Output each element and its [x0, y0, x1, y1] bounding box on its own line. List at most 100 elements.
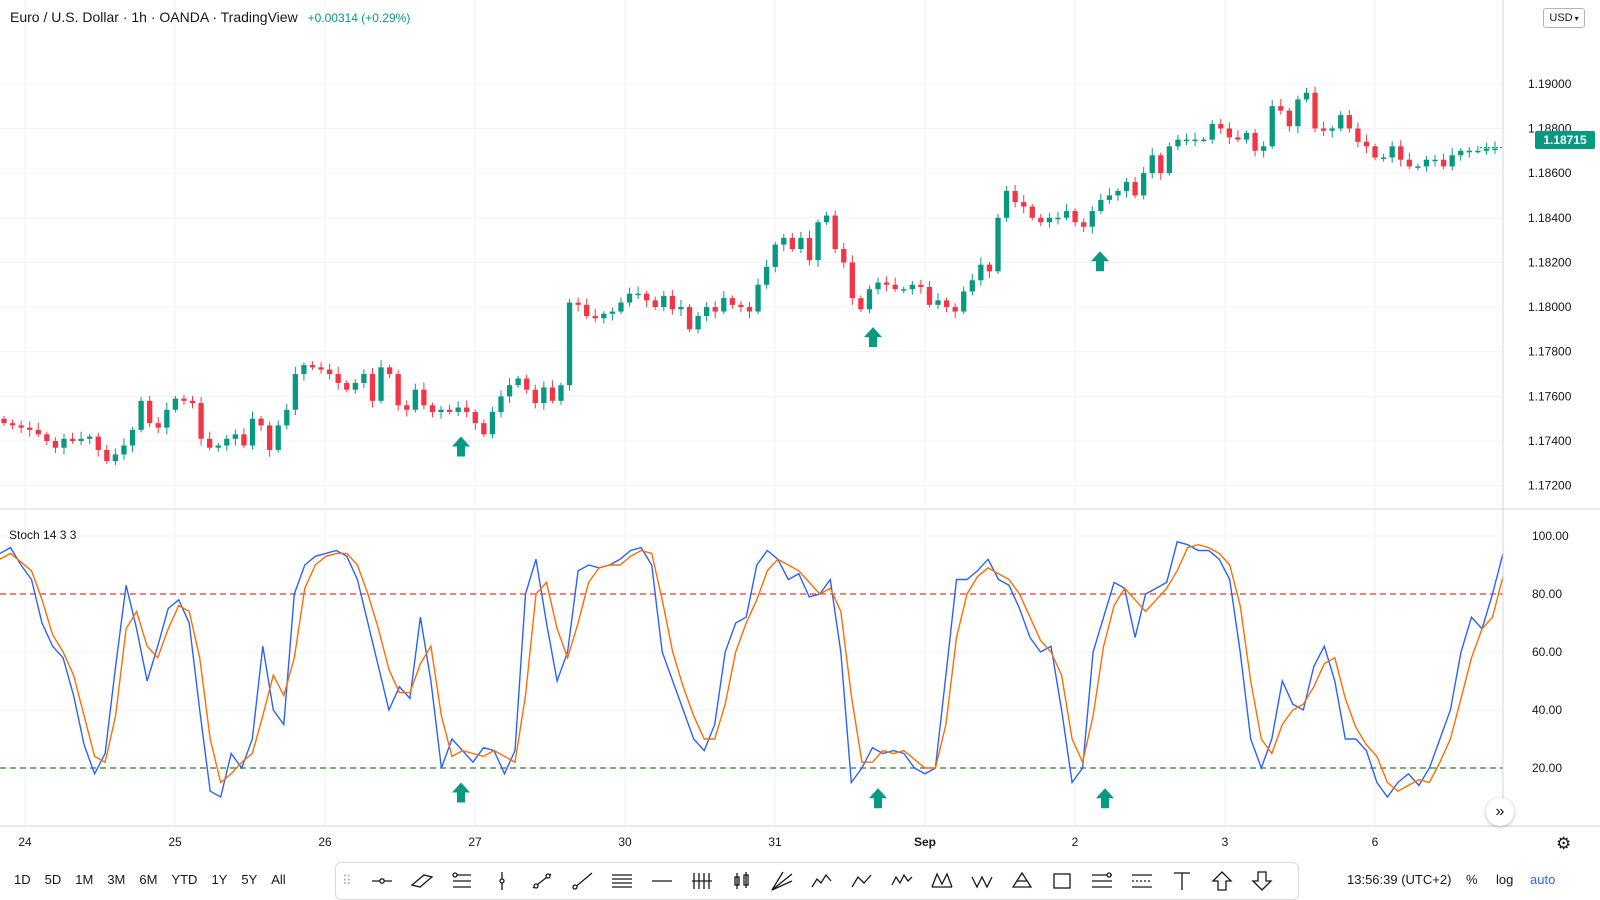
candle-body[interactable] — [1329, 128, 1335, 131]
candle-body[interactable] — [1183, 139, 1190, 142]
candle-body[interactable] — [1012, 190, 1018, 203]
range-6m-button[interactable]: 6M — [139, 872, 158, 887]
candle-body[interactable] — [524, 378, 530, 390]
candle-body[interactable] — [575, 302, 581, 305]
candle-body[interactable] — [1372, 146, 1378, 158]
candle-body[interactable] — [566, 302, 573, 386]
candle-body[interactable] — [129, 429, 136, 446]
candle-body[interactable] — [472, 412, 478, 424]
candle-body[interactable] — [87, 436, 93, 439]
candle-body[interactable] — [489, 412, 496, 435]
candle-body[interactable] — [781, 237, 787, 245]
candle-body[interactable] — [892, 284, 898, 290]
candle-body[interactable] — [1338, 115, 1344, 129]
long-candles-tool-button[interactable] — [722, 866, 762, 896]
scroll-to-realtime-button[interactable]: » — [1486, 798, 1514, 826]
candle-body[interactable] — [1209, 124, 1215, 140]
candle-body[interactable] — [1200, 139, 1207, 142]
candle-body[interactable] — [1286, 110, 1293, 127]
candle-body[interactable] — [61, 438, 67, 448]
candle-body[interactable] — [738, 304, 744, 308]
candle-body[interactable] — [481, 423, 487, 435]
candle-body[interactable] — [1003, 190, 1010, 218]
candle-body[interactable] — [1141, 173, 1147, 196]
candle-body[interactable] — [626, 293, 633, 303]
candle-body[interactable] — [755, 284, 761, 312]
candle-body[interactable] — [1029, 206, 1035, 218]
candle-body[interactable] — [1243, 132, 1250, 140]
candle-body[interactable] — [1115, 190, 1121, 196]
candle-body[interactable] — [618, 302, 624, 312]
candle-body[interactable] — [412, 389, 418, 410]
range-all-button[interactable]: All — [271, 872, 286, 887]
gear-icon[interactable]: ⚙ — [1556, 834, 1572, 853]
candle-body[interactable] — [815, 222, 821, 261]
candle-body[interactable] — [995, 217, 1001, 272]
candle-body[interactable] — [532, 389, 538, 404]
candle-body[interactable] — [429, 405, 436, 412]
candle-body[interactable] — [1483, 148, 1490, 151]
candle-body[interactable] — [1218, 124, 1224, 129]
candle-body[interactable] — [138, 400, 144, 430]
candle-body[interactable] — [609, 311, 616, 314]
candle-body[interactable] — [1303, 92, 1310, 100]
candle-body[interactable] — [224, 438, 230, 446]
candle-body[interactable] — [841, 249, 847, 263]
candle-body[interactable] — [1312, 92, 1318, 129]
candle-body[interactable] — [644, 293, 650, 301]
wxy-pattern-tool-button[interactable] — [962, 866, 1002, 896]
candle-body[interactable] — [361, 374, 367, 383]
candle-body[interactable] — [455, 407, 461, 412]
candle-body[interactable] — [1406, 159, 1412, 167]
candle-body[interactable] — [189, 400, 196, 404]
candle-body[interactable] — [1389, 146, 1395, 158]
candle-body[interactable] — [823, 215, 830, 223]
candle-body[interactable] — [763, 266, 770, 285]
candle-body[interactable] — [901, 289, 907, 291]
candle-body[interactable] — [1038, 217, 1044, 223]
candle-body[interactable] — [772, 244, 778, 267]
candle-body[interactable] — [1492, 148, 1498, 151]
candle-body[interactable] — [558, 385, 564, 401]
candle-body[interactable] — [549, 387, 556, 401]
candle-body[interactable] — [1235, 137, 1241, 140]
candle-body[interactable] — [858, 298, 864, 310]
candle-body[interactable] — [215, 445, 221, 448]
fib-extension-tool-button[interactable] — [1122, 866, 1162, 896]
candle-body[interactable] — [584, 304, 590, 316]
candle-body[interactable] — [1423, 159, 1430, 167]
stoch-series-line-0[interactable] — [0, 540, 1504, 799]
candle-body[interactable] — [1021, 202, 1027, 207]
range-ytd-button[interactable]: YTD — [171, 872, 198, 887]
range-1m-button[interactable]: 1M — [75, 872, 94, 887]
candle-body[interactable] — [1295, 99, 1301, 127]
candle-body[interactable] — [729, 298, 736, 305]
candle-body[interactable] — [849, 262, 855, 299]
elliott-wave-tool-button[interactable] — [802, 866, 842, 896]
candle-body[interactable] — [1260, 146, 1267, 151]
candle-body[interactable] — [249, 418, 256, 446]
candle-body[interactable] — [926, 286, 933, 305]
candle-body[interactable] — [1106, 195, 1113, 200]
candle-body[interactable] — [798, 237, 804, 250]
candle-body[interactable] — [301, 365, 307, 375]
candle-body[interactable] — [789, 237, 796, 250]
candle-body[interactable] — [601, 313, 607, 319]
triangle-pattern-tool-button[interactable] — [1002, 866, 1042, 896]
candle-body[interactable] — [1415, 166, 1421, 168]
candle-body[interactable] — [875, 282, 881, 290]
candle-body[interactable] — [746, 307, 753, 312]
candle-body[interactable] — [1226, 128, 1233, 138]
text-tool-button[interactable] — [1162, 866, 1202, 896]
candle-body[interactable] — [635, 293, 641, 296]
candle-body[interactable] — [1432, 159, 1438, 162]
candle-body[interactable] — [266, 425, 273, 450]
vertical-line-tool-button[interactable] — [482, 866, 522, 896]
candle-body[interactable] — [1158, 155, 1164, 174]
candle-body[interactable] — [1089, 211, 1095, 227]
candlesticks[interactable] — [1, 86, 1498, 466]
candle-body[interactable] — [1175, 139, 1181, 147]
candle-body[interactable] — [1346, 115, 1352, 129]
candle-body[interactable] — [661, 295, 667, 308]
candle-body[interactable] — [1269, 106, 1275, 147]
